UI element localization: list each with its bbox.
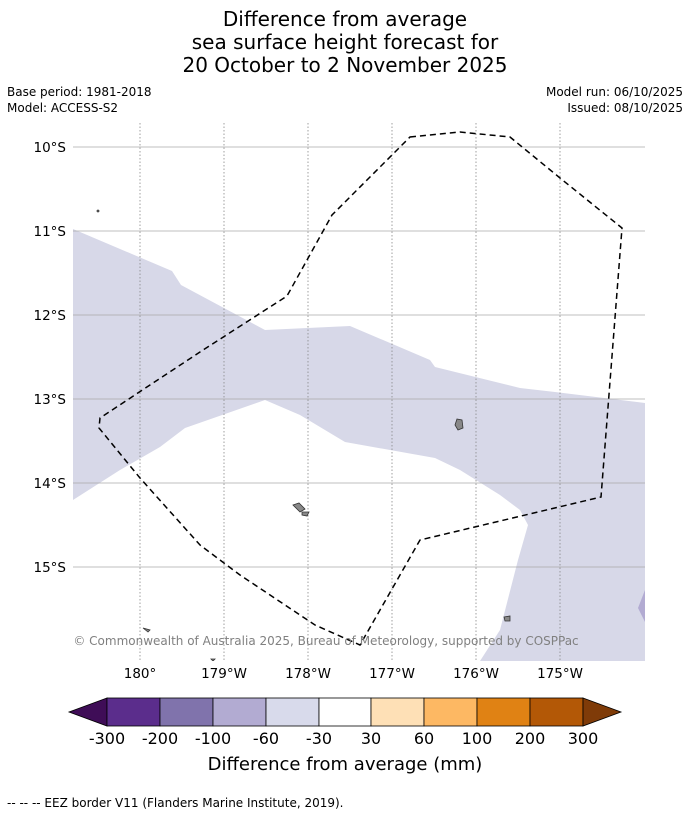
colorbar [67,697,623,727]
colorbar-bin-6 [370,697,425,727]
graticule [73,146,645,568]
model-run-text: Model run: 06/10/2025 [545,85,683,99]
meridians [139,123,561,661]
colorbar-ticks: -300 -200 -100 -60 -30 30 60 100 200 300 [89,729,598,748]
lat-label-12s: 12°S [34,308,67,324]
island-edge-southwest [142,627,151,633]
cb-tick-minus-100: -100 [195,729,231,748]
colorbar-extend-high [582,697,623,727]
colorbar-bin-9 [529,697,584,727]
cb-tick-300: 300 [568,729,599,748]
anomaly-region-main [73,229,645,661]
colorbar-bin-7 [423,697,478,727]
anomaly-region-east-edge [638,590,645,622]
cb-tick-minus-60: -60 [253,729,279,748]
islands [96,209,511,661]
title-line-2: sea surface height forecast for [191,30,499,54]
cb-tick-100: 100 [462,729,493,748]
latitude-labels: 10°S 11°S 12°S 13°S 14°S 15°S [34,140,67,576]
cb-tick-minus-200: -200 [142,729,178,748]
lon-label-175w: 175°W [537,666,583,682]
meta-right: Model run: 06/10/2025 Issued: 08/10/2025 [546,84,683,116]
chart-title: Difference from average sea surface heig… [0,8,690,77]
colorbar-bin-2 [159,697,214,727]
colorbar-bin-4 [265,697,320,727]
island-dot-northwest [96,209,100,213]
lat-label-10s: 10°S [34,140,67,156]
lon-label-177w: 177°W [369,666,415,682]
lat-label-14s: 14°S [34,476,67,492]
colorbar-bin-8 [476,697,531,727]
lat-label-13s: 13°S [34,392,67,408]
island-wallis [454,418,464,431]
island-futuna [292,502,306,513]
colorbar-bin-3 [212,697,267,727]
cb-tick-60: 60 [414,729,434,748]
issued-text: Issued: 08/10/2025 [567,101,683,115]
lon-label-178w: 178°W [285,666,331,682]
longitude-labels: 180° 179°W 178°W 177°W 176°W 175°W [124,666,583,682]
cb-tick-200: 200 [515,729,546,748]
lon-label-176w: 176°W [453,666,499,682]
island-edge-south [210,658,216,661]
eez-border [98,131,623,646]
base-period-text: Base period: 1981-2018 [7,85,152,99]
title-line-1: Difference from average [222,7,468,31]
model-text: Model: ACCESS-S2 [7,101,119,115]
meta-left: Base period: 1981-2018 Model: ACCESS-S2 [7,84,152,116]
cb-tick-minus-300: -300 [89,729,125,748]
lon-label-180: 180° [124,666,157,682]
colorbar-bin-1 [106,697,161,727]
island-niuafoou [503,615,511,622]
copyright-notice: © Commonwealth of Australia 2025, Bureau… [73,634,578,648]
colorbar-bin-5 [318,697,372,727]
colorbar-extend-low [67,697,108,727]
cb-tick-30: 30 [361,729,381,748]
lat-label-15s: 15°S [34,560,67,576]
colorbar-label: Difference from average (mm) [208,754,483,775]
title-line-3: 20 October to 2 November 2025 [182,53,508,77]
lat-label-11s: 11°S [34,224,67,240]
map-panel: © Commonwealth of Australia 2025, Bureau… [73,123,645,661]
cb-tick-minus-30: -30 [306,729,332,748]
eez-footnote: -- -- -- EEZ border V11 (Flanders Marine… [7,796,344,810]
lon-label-179w: 179°W [201,666,247,682]
island-alofi [301,511,310,517]
